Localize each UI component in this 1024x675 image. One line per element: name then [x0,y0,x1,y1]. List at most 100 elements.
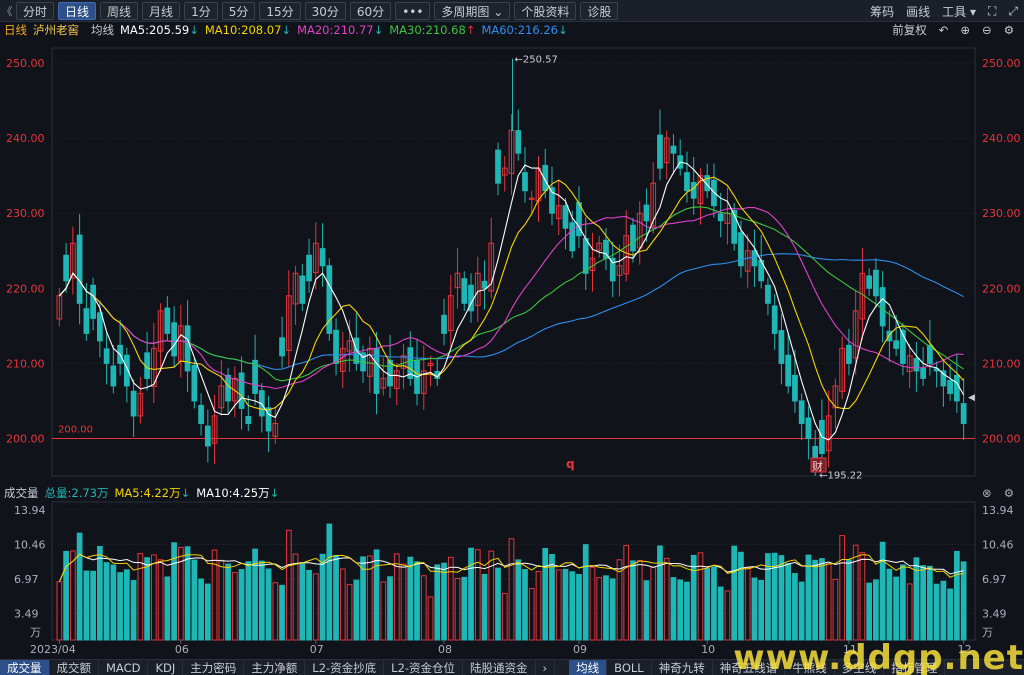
period-button-0[interactable]: 分时 [16,1,55,20]
volume-bar[interactable] [549,554,555,641]
candle-body[interactable] [211,415,218,444]
volume-bar[interactable] [333,554,339,641]
volume-bar[interactable] [738,551,744,641]
candle-body[interactable] [56,295,63,320]
candle-body[interactable] [920,367,926,379]
candle-body[interactable] [481,280,488,289]
volume-bar[interactable] [306,569,312,641]
volume-bar[interactable] [859,552,866,641]
volume-bar[interactable] [819,558,825,641]
overlay-tab-5[interactable]: 多空线 [835,659,885,675]
volume-bar[interactable] [792,573,798,641]
candle-body[interactable] [171,322,177,357]
volume-bar[interactable] [744,567,751,641]
volume-bar[interactable] [879,541,886,641]
candle-body[interactable] [569,222,576,252]
volume-bar[interactable] [866,582,873,641]
multi-period-button[interactable]: 多周期图 ⌄ [434,1,511,20]
candle-body[interactable] [501,167,508,176]
candle-body[interactable] [63,254,69,282]
candle-body[interactable] [312,242,319,274]
volume-bar[interactable] [137,553,144,641]
volume-bar[interactable] [927,565,933,641]
volume-bar[interactable] [535,571,542,641]
volume-bar[interactable] [886,568,893,641]
volume-bar[interactable] [636,559,643,641]
candle-body[interactable] [90,284,96,319]
candle-body[interactable] [353,337,360,364]
volume-bar[interactable] [380,581,387,641]
overlay-tab-2[interactable]: 神奇九转 [652,659,713,675]
indicator-tab-8[interactable]: 陆股通资金 [463,659,536,675]
indicator-tab-7[interactable]: L2-资金仓位 [384,659,464,675]
candle-body[interactable] [549,187,555,214]
volume-bar[interactable] [940,580,947,641]
candle-body[interactable] [407,347,414,379]
volume-bar[interactable] [846,559,852,641]
volume-bar[interactable] [643,580,650,641]
expand-icon[interactable]: ⤢ [1008,3,1018,18]
candle-body[interactable] [231,377,238,402]
volume-bar[interactable] [589,566,596,641]
candle-body[interactable] [204,425,211,447]
candle-body[interactable] [657,134,663,169]
draw-button[interactable]: 画线 [906,4,931,19]
candle-body[interactable] [245,416,252,424]
volume-bar[interactable] [312,573,319,641]
chips-button[interactable]: 筹码 [870,4,895,19]
volume-bar[interactable] [616,559,623,641]
period-button-1[interactable]: 日线 [58,1,97,20]
volume-bar[interactable] [218,559,225,641]
volume-bar[interactable] [407,556,414,641]
candle-body[interactable] [346,340,353,352]
volume-bar[interactable] [947,588,953,641]
volume-bar[interactable] [913,557,920,641]
candle-body[interactable] [792,374,798,402]
volume-bar[interactable] [171,542,177,641]
candle-body[interactable] [508,130,515,175]
volume-bar[interactable] [515,559,522,641]
volume-bar[interactable] [252,548,258,641]
volume-bar[interactable] [771,552,778,641]
volume-bar[interactable] [150,554,157,641]
volume-bar[interactable] [906,583,913,641]
volume-bar[interactable] [400,563,407,641]
volume-bar[interactable] [63,550,69,641]
candle-body[interactable] [616,265,623,276]
candle-body[interactable] [893,340,900,349]
volume-bar[interactable] [650,566,657,641]
volume-bar[interactable] [238,569,245,641]
volume-bar[interactable] [690,554,697,641]
candle-body[interactable] [420,370,427,394]
volume-bar[interactable] [528,587,535,641]
indicator-tab-5[interactable]: 主力净额 [244,659,306,675]
adjust-button[interactable]: 前复权 [892,23,927,37]
candle-body[interactable] [292,272,299,305]
period-button-9[interactable]: ••• [395,1,431,20]
candle-body[interactable] [326,265,333,334]
volume-bar[interactable] [326,523,333,641]
volume-bar[interactable] [461,576,468,641]
volume-bar[interactable] [825,563,832,641]
volume-bar[interactable] [481,573,488,641]
volume-bar[interactable] [434,564,441,641]
volume-bar[interactable] [164,576,171,641]
candle-body[interactable] [798,400,805,424]
candle-body[interactable] [252,359,258,394]
overlay-tab-1[interactable]: BOLL [607,659,652,675]
volume-bar[interactable] [663,557,670,641]
candle-body[interactable] [562,205,569,229]
volume-bar[interactable] [630,560,636,641]
finance-marker-box[interactable] [810,457,827,473]
avg-line-label[interactable]: 均线 [91,23,114,37]
candle-body[interactable] [765,284,771,304]
candle-body[interactable] [387,359,393,387]
volume-bar[interactable] [582,544,589,641]
candle-body[interactable] [623,235,630,275]
volume-bar[interactable] [265,568,272,641]
volume-bar[interactable] [623,544,630,641]
volume-bar[interactable] [454,577,461,641]
indicator-tab-6[interactable]: L2-资金抄底 [305,659,385,675]
candle-body[interactable] [738,232,744,267]
volume-bar[interactable] [596,577,603,641]
